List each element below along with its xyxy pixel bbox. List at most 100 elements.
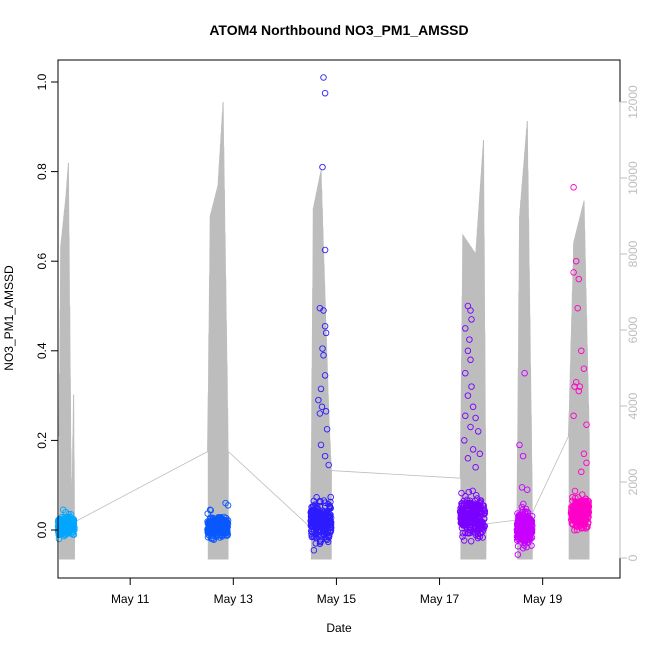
data-point bbox=[525, 531, 533, 538]
data-point bbox=[458, 503, 465, 510]
y-axis-label: NO3_PM1_AMSSD bbox=[2, 265, 16, 371]
series-may-19-20-flight bbox=[567, 184, 593, 534]
data-point bbox=[573, 523, 580, 530]
y2-tick-label: 8000 bbox=[626, 240, 640, 267]
data-point bbox=[519, 512, 526, 520]
data-point bbox=[582, 501, 589, 508]
data-point bbox=[572, 507, 580, 515]
data-point-outlier bbox=[320, 352, 327, 359]
data-point bbox=[310, 547, 318, 554]
y-tick-label: 0.0 bbox=[35, 521, 49, 538]
data-point-outlier bbox=[323, 425, 331, 433]
data-point bbox=[209, 526, 217, 534]
data-point-outlier bbox=[472, 414, 479, 422]
data-point bbox=[314, 522, 322, 529]
data-point bbox=[515, 535, 522, 543]
data-point-outlier bbox=[321, 89, 329, 97]
data-point-outlier bbox=[575, 275, 583, 283]
series-may-18-19-flight bbox=[513, 369, 536, 558]
data-point bbox=[480, 502, 487, 510]
data-point bbox=[481, 522, 488, 530]
data-point bbox=[571, 487, 579, 495]
data-point-outlier bbox=[467, 307, 474, 314]
data-point-outlier bbox=[468, 383, 475, 390]
data-point bbox=[476, 504, 483, 511]
series-may-17-18-flight bbox=[456, 302, 489, 545]
data-point-outlier bbox=[574, 304, 581, 312]
data-point bbox=[465, 514, 472, 521]
data-point-outlier bbox=[516, 441, 523, 449]
data-point bbox=[311, 533, 318, 541]
data-point-outlier bbox=[320, 307, 327, 314]
data-point bbox=[462, 493, 469, 500]
data-point-outlier bbox=[321, 452, 329, 460]
y-tick-label: 0.2 bbox=[35, 432, 49, 449]
data-point bbox=[204, 526, 212, 534]
data-point bbox=[316, 536, 324, 544]
data-point-outlier bbox=[319, 345, 326, 352]
data-point bbox=[569, 493, 576, 501]
data-point bbox=[568, 503, 575, 511]
data-point-outlier bbox=[519, 452, 527, 460]
data-point bbox=[572, 498, 579, 506]
data-point bbox=[320, 497, 328, 504]
data-point-outlier bbox=[319, 163, 326, 171]
data-point bbox=[458, 489, 465, 497]
data-point bbox=[467, 527, 474, 534]
data-point bbox=[517, 531, 524, 539]
series-may-12-13-flight bbox=[204, 499, 232, 543]
y2-axis: 0 2000 4000 6000 8000 10000 12000 bbox=[619, 85, 640, 561]
data-point bbox=[316, 540, 324, 547]
data-point bbox=[468, 514, 476, 522]
series-may-9-10-flight bbox=[54, 506, 78, 543]
data-point bbox=[514, 531, 522, 539]
data-point bbox=[208, 516, 216, 524]
data-point-outlier bbox=[570, 184, 577, 191]
data-point-outlier bbox=[580, 450, 588, 458]
data-point-outlier bbox=[206, 506, 214, 514]
data-point bbox=[215, 514, 222, 521]
data-point bbox=[471, 528, 478, 536]
data-point bbox=[581, 515, 589, 523]
data-point bbox=[326, 528, 333, 536]
data-point-outlier bbox=[572, 257, 580, 265]
data-point-outlier bbox=[464, 392, 472, 399]
data-point-outlier bbox=[570, 412, 577, 420]
data-point-outlier bbox=[518, 484, 526, 491]
data-point bbox=[580, 514, 587, 522]
data-point-outlier bbox=[462, 369, 469, 377]
x-axis: May 11 May 13 May 15 May 17 May 19 bbox=[111, 577, 563, 606]
data-point-outlier bbox=[321, 246, 329, 254]
data-point bbox=[317, 498, 324, 506]
data-point bbox=[457, 518, 465, 526]
data-point bbox=[327, 493, 334, 501]
y2-tick-label: 12000 bbox=[626, 85, 640, 119]
data-point bbox=[462, 529, 469, 537]
data-point-outlier bbox=[578, 347, 585, 355]
data-point-outlier bbox=[576, 383, 584, 390]
data-point-outlier bbox=[318, 403, 326, 411]
data-point bbox=[224, 529, 231, 536]
data-point bbox=[70, 531, 78, 538]
data-point bbox=[60, 514, 68, 522]
data-point bbox=[474, 534, 482, 542]
data-point-outlier bbox=[468, 316, 475, 323]
chart-title: ATOM4 Northbound NO3_PM1_AMSSD bbox=[209, 22, 468, 38]
data-point bbox=[459, 506, 466, 513]
data-point bbox=[211, 528, 218, 535]
data-point bbox=[307, 527, 315, 535]
data-point-outlier bbox=[474, 428, 482, 435]
data-point bbox=[315, 532, 323, 539]
data-point-outlier bbox=[317, 385, 325, 393]
data-point-outlier bbox=[514, 551, 522, 558]
data-point-outlier bbox=[325, 461, 332, 469]
data-points-layer bbox=[54, 74, 593, 558]
data-point-outlier bbox=[321, 372, 329, 379]
altitude-trace-layer bbox=[58, 101, 590, 560]
data-point bbox=[62, 522, 70, 529]
data-point bbox=[457, 515, 465, 523]
data-point-outlier bbox=[461, 437, 468, 444]
y2-tick-label: 0 bbox=[626, 554, 640, 561]
data-point-outlier bbox=[466, 336, 473, 343]
data-point bbox=[518, 517, 525, 524]
